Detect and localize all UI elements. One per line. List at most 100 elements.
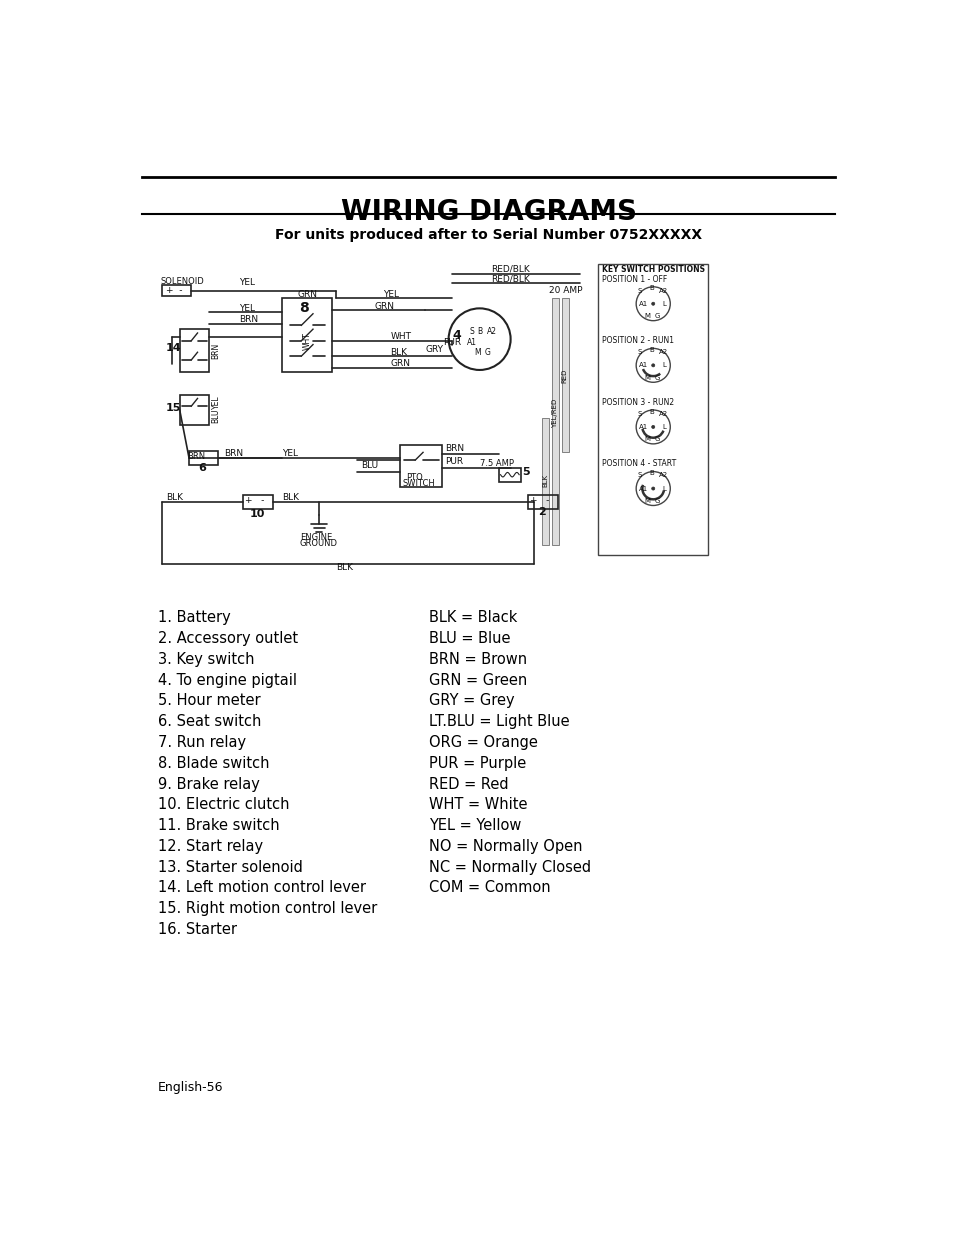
Text: L: L: [661, 485, 666, 492]
Bar: [179, 395, 209, 425]
Text: WHT = White: WHT = White: [429, 798, 527, 813]
Text: B: B: [476, 327, 482, 336]
Bar: [561, 299, 568, 452]
Text: GRN = Green: GRN = Green: [429, 673, 527, 688]
Circle shape: [636, 287, 670, 321]
Text: BRN = Brown: BRN = Brown: [429, 652, 527, 667]
Text: B: B: [649, 285, 654, 291]
Text: G: G: [484, 348, 491, 357]
Text: RED/BLK: RED/BLK: [491, 264, 530, 274]
Text: WIRING DIAGRAMS: WIRING DIAGRAMS: [340, 199, 637, 226]
Text: BRN: BRN: [187, 452, 205, 462]
Circle shape: [651, 487, 654, 490]
Circle shape: [636, 472, 670, 505]
Text: KEY SWITCH POSITIONS: KEY SWITCH POSITIONS: [601, 266, 704, 274]
Text: ORG = Orange: ORG = Orange: [429, 735, 537, 750]
Text: NO = Normally Open: NO = Normally Open: [429, 839, 582, 853]
Text: A1: A1: [639, 362, 648, 368]
Text: ENGINE: ENGINE: [299, 534, 332, 542]
Text: POSITION 3 - RUN2: POSITION 3 - RUN2: [601, 398, 674, 406]
Text: BLK: BLK: [335, 563, 353, 572]
Text: A1: A1: [639, 485, 648, 492]
Text: S: S: [637, 288, 641, 294]
Text: BRN: BRN: [239, 315, 258, 325]
Text: GRN: GRN: [375, 301, 395, 310]
Text: +   -: + -: [530, 496, 549, 505]
Text: A2: A2: [658, 350, 667, 356]
Text: BLK: BLK: [282, 493, 298, 501]
Text: B: B: [649, 347, 654, 353]
Text: 5: 5: [521, 467, 529, 477]
Text: 16. Starter: 16. Starter: [158, 923, 236, 937]
Text: YEL: YEL: [212, 395, 220, 409]
Text: 14: 14: [166, 343, 181, 353]
Text: GRY = Grey: GRY = Grey: [429, 693, 515, 709]
Text: BLK = Black: BLK = Black: [429, 610, 517, 625]
Text: BRN: BRN: [212, 342, 220, 359]
Bar: [542, 417, 549, 545]
Text: 4: 4: [452, 329, 460, 342]
Text: 13. Starter solenoid: 13. Starter solenoid: [158, 860, 302, 874]
Text: WHT: WHT: [303, 332, 312, 350]
Text: L: L: [661, 424, 666, 430]
Text: COM = Common: COM = Common: [429, 881, 550, 895]
Text: LT.BLU = Light Blue: LT.BLU = Light Blue: [429, 714, 569, 729]
Text: L: L: [661, 362, 666, 368]
Bar: [528, 495, 558, 509]
Text: 20 AMP: 20 AMP: [549, 287, 582, 295]
Text: YEL: YEL: [282, 448, 297, 458]
Text: +   -: + -: [245, 496, 264, 505]
Text: SWITCH: SWITCH: [402, 479, 435, 488]
Text: G: G: [654, 312, 659, 319]
Text: A1: A1: [639, 424, 648, 430]
Bar: [399, 445, 442, 487]
Text: 3. Key switch: 3. Key switch: [158, 652, 254, 667]
Text: GRY: GRY: [425, 346, 443, 354]
Text: BLK: BLK: [166, 493, 183, 501]
Text: A1: A1: [466, 337, 476, 347]
Text: For units produced after to Serial Number 0752XXXXX: For units produced after to Serial Numbe…: [275, 227, 701, 242]
Text: 6. Seat switch: 6. Seat switch: [158, 714, 261, 729]
Text: 9. Brake relay: 9. Brake relay: [158, 777, 259, 792]
Text: A2: A2: [658, 411, 667, 417]
Text: RED: RED: [561, 368, 567, 383]
Text: PTO: PTO: [406, 473, 422, 482]
Text: YEL/RED: YEL/RED: [551, 399, 558, 429]
Bar: [498, 468, 520, 482]
Text: POSITION 4 - START: POSITION 4 - START: [601, 459, 676, 468]
Text: +  -: + -: [166, 287, 182, 295]
Text: SOLENOID: SOLENOID: [160, 277, 204, 287]
Text: 8. Blade switch: 8. Blade switch: [158, 756, 269, 771]
Text: BLU: BLU: [360, 461, 377, 471]
Text: B: B: [649, 471, 654, 477]
Text: BLU = Blue: BLU = Blue: [429, 631, 510, 646]
Text: G: G: [654, 498, 659, 504]
Circle shape: [636, 348, 670, 383]
Text: YEL = Yellow: YEL = Yellow: [429, 818, 521, 834]
Text: M: M: [643, 374, 649, 380]
Bar: [162, 285, 192, 296]
Text: 14. Left motion control lever: 14. Left motion control lever: [158, 881, 366, 895]
Circle shape: [651, 364, 654, 367]
Text: M: M: [643, 436, 649, 442]
Text: S: S: [637, 350, 641, 356]
Bar: [189, 451, 218, 464]
Text: 5. Hour meter: 5. Hour meter: [158, 693, 260, 709]
Text: RED/BLK: RED/BLK: [491, 274, 530, 284]
Bar: [282, 299, 332, 372]
Text: BRN: BRN: [224, 448, 243, 458]
Text: PUR: PUR: [444, 457, 462, 466]
Circle shape: [636, 410, 670, 443]
Text: L: L: [661, 301, 666, 306]
Text: A2: A2: [658, 288, 667, 294]
Text: 4. To engine pigtail: 4. To engine pigtail: [158, 673, 296, 688]
Text: 15: 15: [166, 403, 181, 412]
Text: 2. Accessory outlet: 2. Accessory outlet: [158, 631, 297, 646]
Text: A2: A2: [486, 327, 497, 336]
Text: A2: A2: [658, 473, 667, 478]
Text: YEL: YEL: [239, 304, 255, 312]
Text: 12. Start relay: 12. Start relay: [158, 839, 263, 853]
Text: GRN: GRN: [297, 290, 317, 299]
Circle shape: [651, 425, 654, 429]
Text: 10. Electric clutch: 10. Electric clutch: [158, 798, 289, 813]
